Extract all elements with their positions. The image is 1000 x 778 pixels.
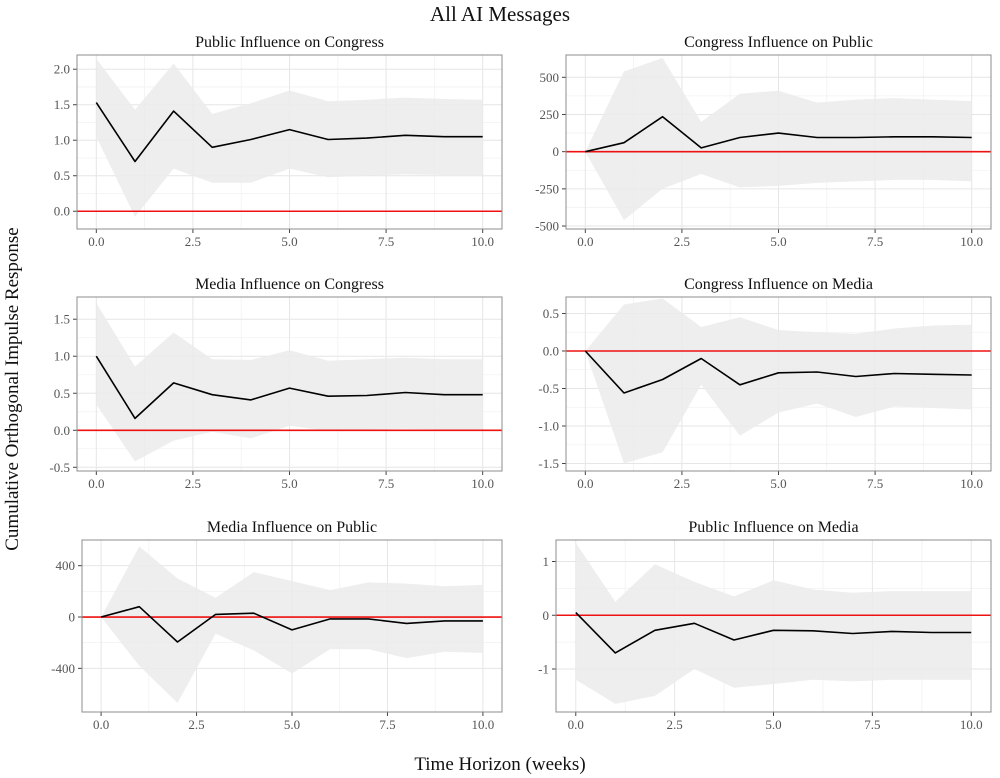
y-tick-label: 0.5 (543, 306, 559, 321)
panel-frame (555, 539, 992, 713)
panel-title: Public Influence on Media (688, 519, 858, 536)
y-tick-label: 2.0 (54, 62, 70, 77)
panel-frame (76, 296, 503, 472)
x-tick-label: 0.0 (577, 234, 593, 249)
confidence-band (96, 58, 483, 217)
panel-frame (76, 54, 503, 230)
x-tick-label: 10.0 (960, 717, 983, 732)
x-tick-label: 10.0 (471, 476, 494, 491)
y-tick-label: 400 (56, 558, 76, 573)
panel-frame (81, 539, 503, 713)
plot-area (566, 298, 991, 464)
confidence-band (101, 546, 483, 703)
panel-1: Public Influence on Congress 0.0 2.5 5.0 7.5… (54, 34, 503, 249)
y-tick-label: 0 (553, 144, 560, 159)
x-tick-label: 2.5 (188, 717, 204, 732)
panel-4: Congress Influence on Media 0.0 2.5 5.0 7.5 1… (538, 276, 992, 491)
plot-area (77, 58, 502, 217)
y-tick-label: 1.0 (54, 133, 70, 148)
plot-area (556, 542, 991, 704)
y-tick-label: 1.5 (54, 97, 70, 112)
y-tick-label: -0.5 (538, 381, 559, 396)
x-tick-label: 10.0 (471, 234, 494, 249)
x-tick-label: 7.5 (867, 234, 883, 249)
y-tick-label: -250 (535, 181, 559, 196)
y-tick-label: 250 (540, 107, 560, 122)
panel-6: Public Influence on Media 0.0 2.5 5.0 7.5 10.… (538, 519, 992, 732)
x-tick-label: 7.5 (379, 717, 395, 732)
y-tick-label: 500 (540, 70, 560, 85)
plot-area (566, 58, 991, 221)
impulse-response-line (585, 115, 972, 153)
y-tick-label: 0.0 (54, 423, 70, 438)
panel-frame (565, 296, 992, 472)
y-tick-label: 0.5 (54, 168, 70, 183)
y-tick-label: -400 (51, 661, 75, 676)
panel-title: Media Influence on Congress (195, 276, 384, 293)
panel-title: Public Influence on Congress (195, 34, 384, 51)
y-tick-label: 1.5 (54, 312, 70, 327)
confidence-band (585, 298, 972, 464)
x-tick-label: 2.5 (674, 476, 690, 491)
x-tick-label: 5.0 (281, 476, 297, 491)
confidence-band (575, 542, 972, 704)
x-tick-label: 7.5 (867, 476, 883, 491)
x-tick-label: 10.0 (960, 476, 983, 491)
x-tick-label: 10.0 (472, 717, 495, 732)
y-tick-label: -1 (538, 662, 549, 677)
y-tick-label: 0 (69, 610, 76, 625)
x-tick-label: 0.0 (577, 476, 593, 491)
x-tick-label: 7.5 (864, 717, 880, 732)
impulse-response-line (100, 605, 483, 643)
x-tick-label: 5.0 (770, 234, 786, 249)
panel-3: Media Influence on Congress 0.0 2.5 5.0 7.5 1… (49, 276, 503, 491)
x-tick-label: 7.5 (378, 234, 394, 249)
y-tick-label: -500 (535, 219, 559, 234)
x-tick-label: 5.0 (765, 717, 781, 732)
x-tick-label: 2.5 (667, 717, 683, 732)
panel-title: Congress Influence on Media (684, 276, 873, 293)
confidence-band (96, 302, 483, 462)
panel-5: Media Influence on Public 0.0 2.5 5.0 7.5 10.… (51, 519, 503, 732)
plot-area (82, 546, 502, 703)
panel-2: Congress Influence on Public 0.0 2.5 5.0 7.5… (535, 34, 992, 249)
x-tick-label: 5.0 (281, 234, 297, 249)
x-tick-label: 5.0 (770, 476, 786, 491)
impulse-response-line (95, 102, 483, 163)
x-tick-label: 0.0 (93, 717, 109, 732)
y-tick-label: 0.5 (54, 386, 70, 401)
x-tick-label: 0.0 (88, 234, 104, 249)
x-tick-label: 0.0 (568, 717, 584, 732)
x-tick-label: 2.5 (185, 476, 201, 491)
x-tick-label: 7.5 (378, 476, 394, 491)
y-tick-label: 1 (543, 554, 550, 569)
y-tick-label: -1.5 (538, 456, 559, 471)
y-tick-label: 0 (543, 608, 550, 623)
panel-title: Media Influence on Public (207, 519, 377, 536)
panel-title: Congress Influence on Public (684, 34, 873, 51)
y-tick-label: -0.5 (49, 460, 70, 475)
y-tick-label: 0.0 (543, 344, 559, 359)
y-tick-label: 1.0 (54, 349, 70, 364)
y-tick-label: 0.0 (54, 204, 70, 219)
y-tick-label: -1.0 (538, 419, 559, 434)
impulse-response-line (575, 612, 972, 654)
confidence-band (585, 58, 972, 221)
panel-frame (565, 54, 992, 230)
impulse-response-line (95, 355, 483, 420)
x-tick-label: 5.0 (284, 717, 300, 732)
x-tick-label: 0.0 (88, 476, 104, 491)
x-tick-label: 2.5 (674, 234, 690, 249)
shared-x-axis-label: Time Horizon (weeks) (414, 754, 586, 775)
plot-area (77, 302, 502, 462)
chart-main-title: All AI Messages (430, 2, 570, 26)
x-tick-label: 2.5 (185, 234, 201, 249)
x-tick-label: 10.0 (960, 234, 983, 249)
impulse-response-line (584, 350, 972, 394)
